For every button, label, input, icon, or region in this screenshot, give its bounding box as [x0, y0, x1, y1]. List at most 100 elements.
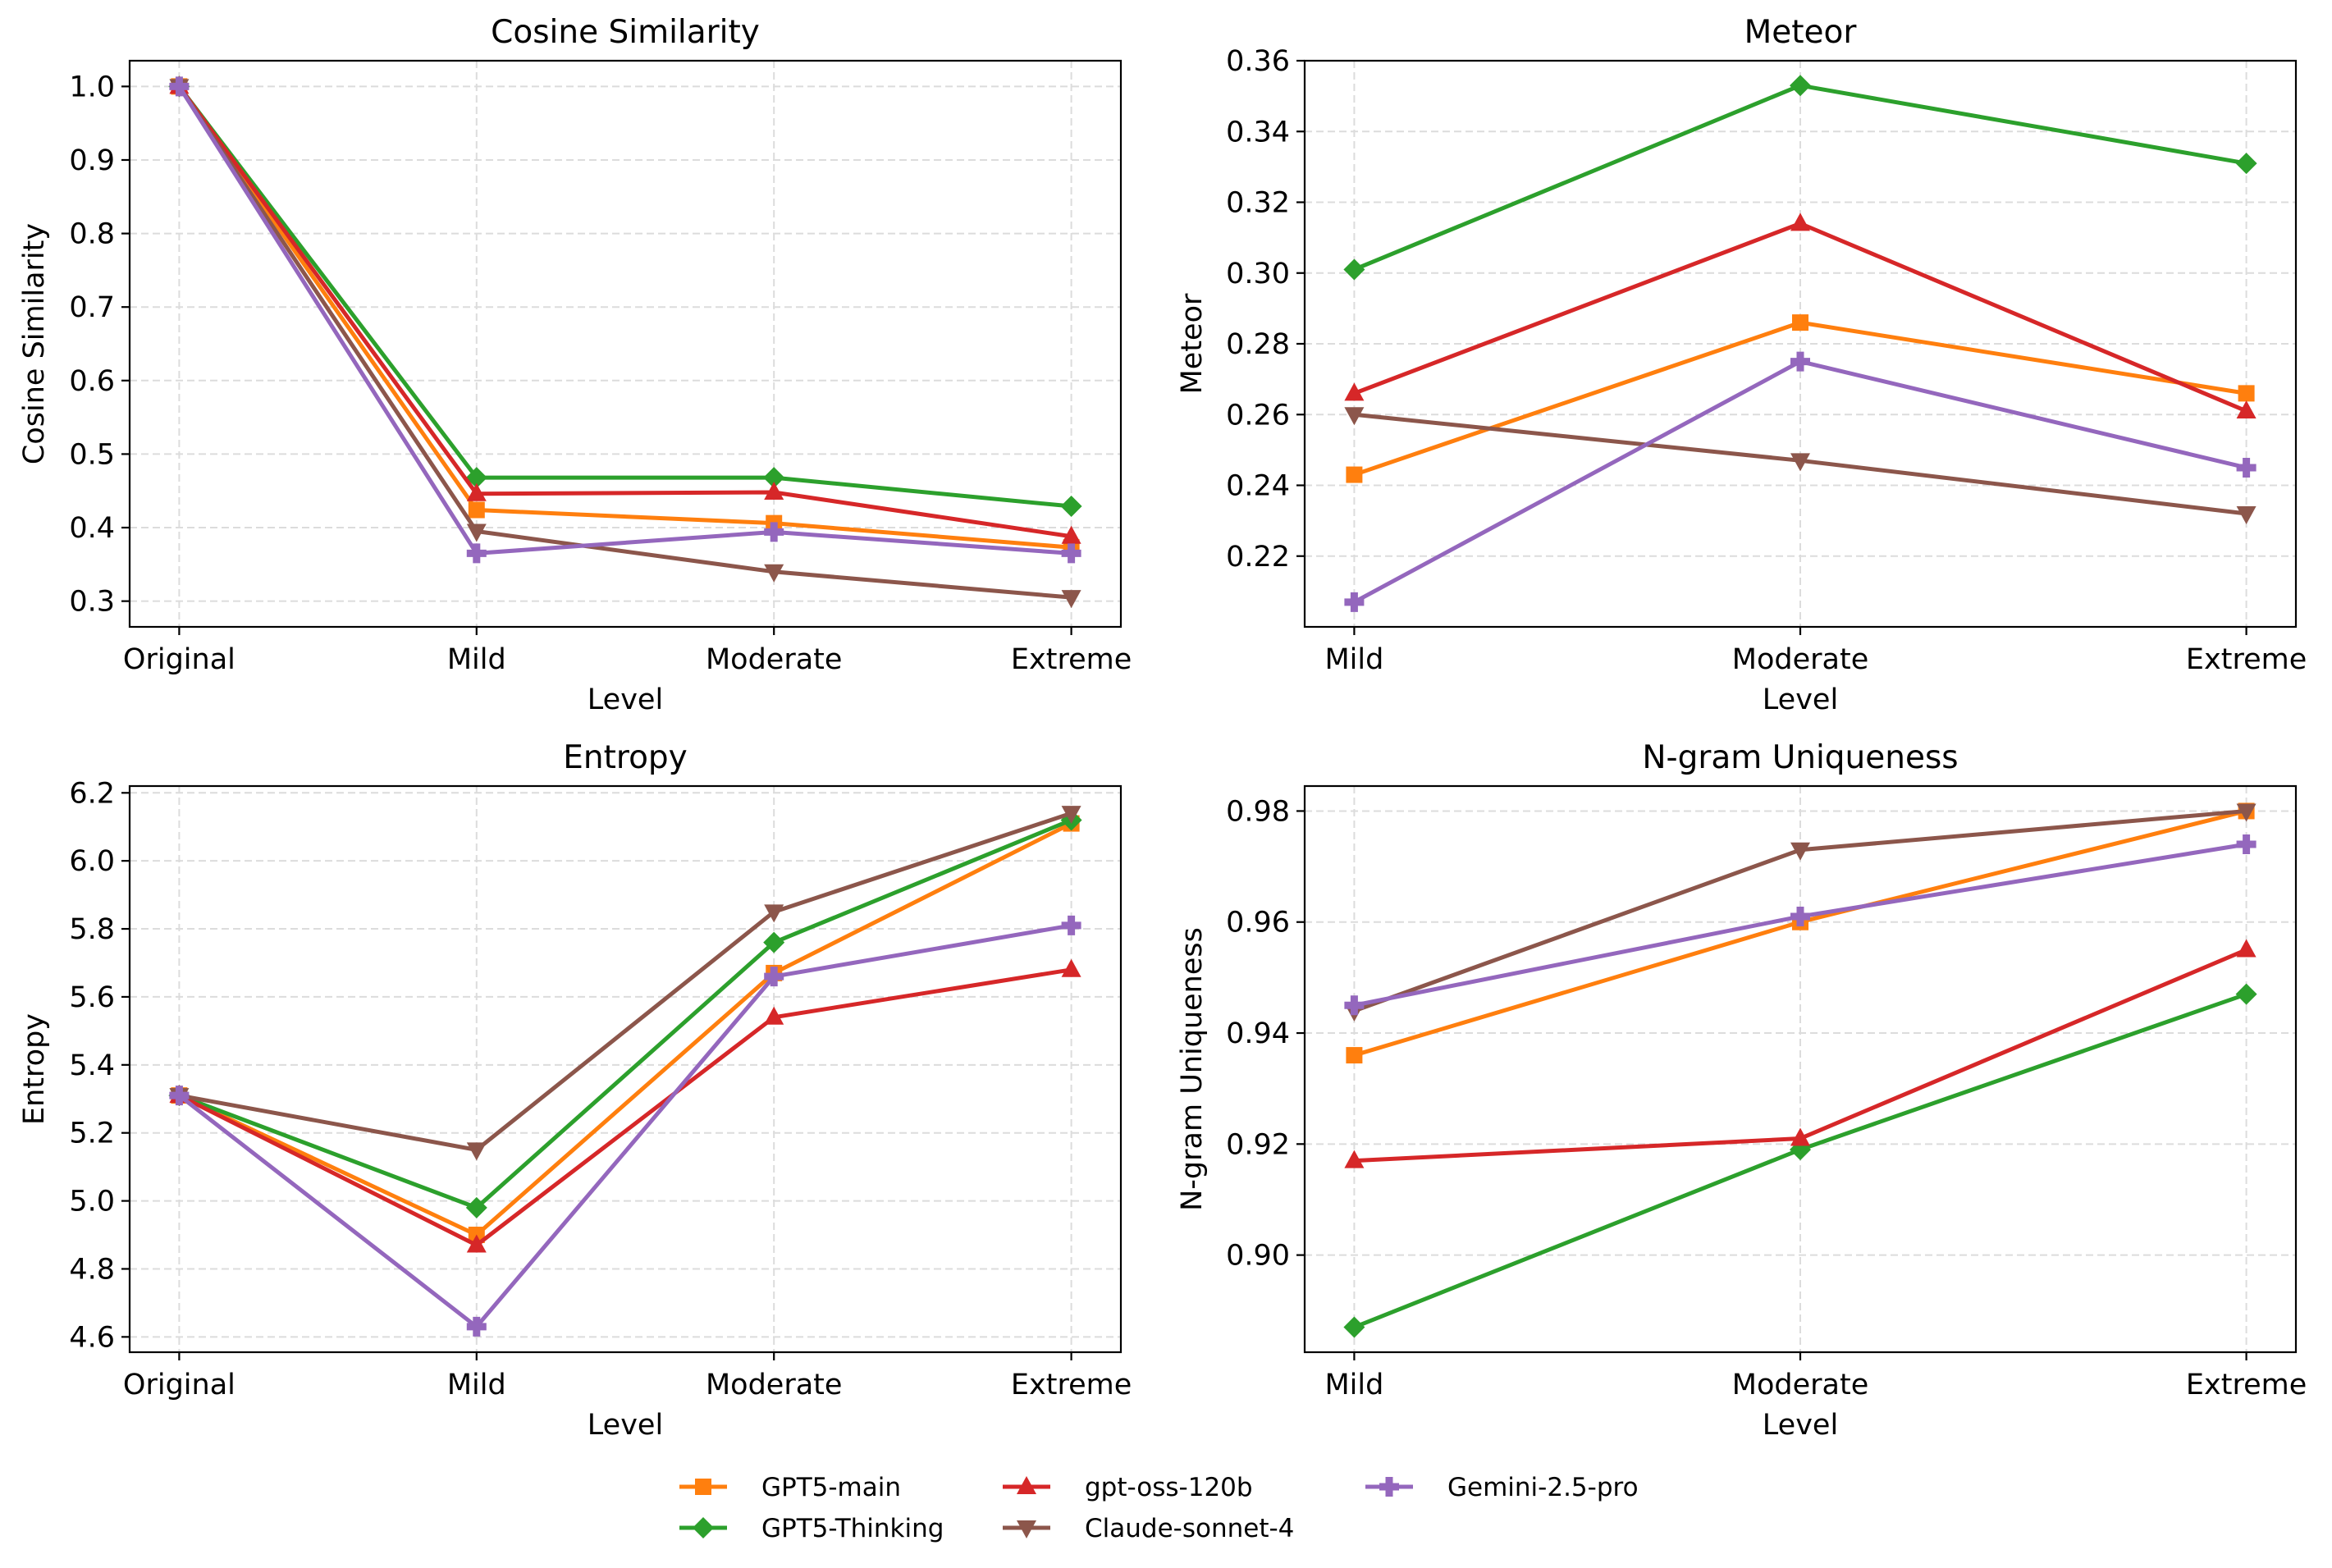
- series-line-gpt5-thinking: [177, 85, 1072, 509]
- x-tick-label: Moderate: [706, 1369, 842, 1401]
- legend-marker: [693, 1517, 714, 1538]
- data-point-gpt-oss-120b-moderate: [1790, 1127, 1810, 1146]
- data-point-claude-sonnet-4-extreme: [1061, 590, 1081, 609]
- y-tick-label: 0.4: [69, 512, 115, 545]
- data-point-claude-sonnet-4-moderate: [1790, 842, 1810, 861]
- data-point-gemini-2-5-pro-original: [169, 1086, 190, 1106]
- x-tick-label: Original: [123, 643, 235, 676]
- series-claude-sonnet-4: [1344, 407, 2257, 524]
- legend-label: Gemini-2.5-pro: [1447, 1473, 1639, 1502]
- y-tick-label: 0.22: [1226, 541, 1290, 574]
- data-point-gemini-2-5-pro-mild: [1344, 592, 1365, 612]
- data-point-claude-sonnet-4-extreme: [1061, 806, 1081, 825]
- data-point-gemini-2-5-pro-extreme: [1061, 543, 1081, 564]
- y-tick-label: 0.5: [69, 438, 115, 471]
- data-point-gpt5-thinking-moderate: [1790, 75, 1811, 97]
- y-tick-label: 1.0: [69, 71, 115, 103]
- y-tick-label: 0.7: [69, 291, 115, 324]
- data-point-gpt5-main-moderate: [1792, 314, 1808, 331]
- panel-title: Cosine Similarity: [491, 14, 760, 51]
- series-gemini-2-5-pro: [1344, 834, 2257, 1016]
- legend-item-gemini-2-5-pro: Gemini-2.5-pro: [1365, 1473, 1639, 1502]
- x-axis-title: Level: [1763, 683, 1838, 716]
- series-line-gpt5-main: [177, 85, 1072, 550]
- panel-title: Entropy: [563, 739, 688, 776]
- data-point-claude-sonnet-4-moderate: [764, 564, 784, 583]
- data-point-gemini-2-5-pro-moderate: [1790, 351, 1810, 372]
- x-tick-label: Moderate: [1732, 643, 1868, 676]
- legend-marker: [1379, 1477, 1399, 1497]
- y-tick-label: 0.34: [1226, 116, 1290, 149]
- axes-frame: [128, 784, 1123, 1354]
- x-tick-label: Mild: [1324, 1369, 1383, 1401]
- legend-label: gpt-oss-120b: [1085, 1473, 1253, 1502]
- data-point-gpt5-thinking-mild: [1343, 1316, 1365, 1338]
- axes-frame: [128, 59, 1123, 629]
- legend-marker: [1017, 1520, 1036, 1538]
- x-tick-label: Moderate: [706, 643, 842, 676]
- data-point-claude-sonnet-4-mild: [1344, 407, 1365, 426]
- legend-label: GPT5-main: [761, 1473, 901, 1502]
- y-tick-label: 5.8: [69, 913, 115, 946]
- panel-title: N-gram Uniqueness: [1642, 739, 1958, 776]
- series-gpt5-main: [1346, 314, 2255, 483]
- x-tick-label: Mild: [447, 643, 506, 676]
- x-axis-title: Level: [588, 683, 663, 716]
- data-point-gpt-oss-120b-mild: [1344, 1150, 1365, 1168]
- y-tick-label: 0.24: [1226, 470, 1290, 503]
- data-point-gpt-oss-120b-extreme: [2236, 400, 2257, 418]
- panel-n-gram-uniqueness: Mild Moderate Extreme 0.90 0.92 0.94 0.96 0.98 N…: [1176, 739, 2307, 1442]
- data-point-gemini-2-5-pro-mild: [1344, 995, 1365, 1016]
- y-tick-label: 0.90: [1226, 1240, 1290, 1273]
- data-point-gpt5-main-mild: [468, 501, 485, 519]
- legend-item-gpt-oss-120b: gpt-oss-120b: [1003, 1473, 1253, 1502]
- x-tick-label: Mild: [1324, 643, 1383, 676]
- series-line-gpt5-thinking: [178, 818, 1072, 1210]
- data-point-claude-sonnet-4-extreme: [2236, 803, 2257, 822]
- data-point-gemini-2-5-pro-original: [169, 76, 190, 97]
- data-point-gpt-oss-120b-extreme: [2236, 939, 2257, 958]
- data-point-gpt5-thinking-moderate: [763, 467, 785, 489]
- data-point-gpt5-thinking-moderate: [763, 931, 785, 953]
- series-line-claude-sonnet-4: [178, 811, 1072, 1152]
- data-point-gemini-2-5-pro-moderate: [1790, 906, 1810, 926]
- x-tick-label: Mild: [447, 1369, 506, 1401]
- data-point-gemini-2-5-pro-mild: [466, 1316, 487, 1337]
- data-point-claude-sonnet-4-moderate: [1790, 453, 1810, 472]
- data-point-gpt-oss-120b-mild: [466, 482, 487, 501]
- y-tick-label: 4.8: [69, 1253, 115, 1286]
- y-axis-title: N-gram Uniqueness: [1176, 927, 1209, 1211]
- y-tick-label: 0.32: [1226, 187, 1290, 220]
- data-point-gemini-2-5-pro-extreme: [2236, 457, 2257, 478]
- y-tick-label: 0.98: [1226, 795, 1290, 828]
- y-tick-label: 5.2: [69, 1118, 115, 1150]
- legend: GPT5-main gpt-oss-120b Gemini-2.5-pro GPT5-…: [679, 1473, 1639, 1543]
- data-point-gpt-oss-120b-extreme: [1061, 525, 1081, 544]
- series-line-gpt5-main: [178, 821, 1072, 1237]
- legend-label: Claude-sonnet-4: [1085, 1514, 1294, 1543]
- data-point-gpt-oss-120b-moderate: [764, 482, 784, 501]
- data-point-gpt5-main-mild: [1346, 466, 1363, 483]
- y-tick-label: 5.6: [69, 981, 115, 1014]
- y-tick-label: 6.0: [69, 845, 115, 878]
- series-claude-sonnet-4: [169, 806, 1081, 1161]
- data-point-claude-sonnet-4-moderate: [764, 904, 784, 923]
- data-point-gpt-oss-120b-mild: [466, 1234, 487, 1253]
- legend-marker: [1017, 1476, 1036, 1494]
- x-tick-label: Extreme: [2186, 1369, 2307, 1401]
- y-tick-label: 0.28: [1226, 328, 1290, 361]
- data-point-claude-sonnet-4-extreme: [2236, 506, 2257, 524]
- data-point-gpt-oss-120b-moderate: [1790, 213, 1810, 231]
- data-point-gemini-2-5-pro-moderate: [764, 522, 784, 542]
- data-point-gpt5-main-extreme: [2238, 385, 2255, 402]
- data-point-gpt5-main-mild: [1346, 1047, 1363, 1064]
- y-tick-label: 0.36: [1226, 45, 1290, 78]
- series-gpt5-thinking: [1343, 75, 2257, 281]
- data-point-gemini-2-5-pro-extreme: [2236, 834, 2257, 855]
- series-line-gpt-oss-120b: [177, 85, 1072, 539]
- legend-marker: [695, 1479, 711, 1495]
- series-gpt-oss-120b: [1344, 213, 2257, 418]
- data-point-gemini-2-5-pro-moderate: [764, 967, 784, 987]
- y-axis-title: Entropy: [18, 1013, 51, 1125]
